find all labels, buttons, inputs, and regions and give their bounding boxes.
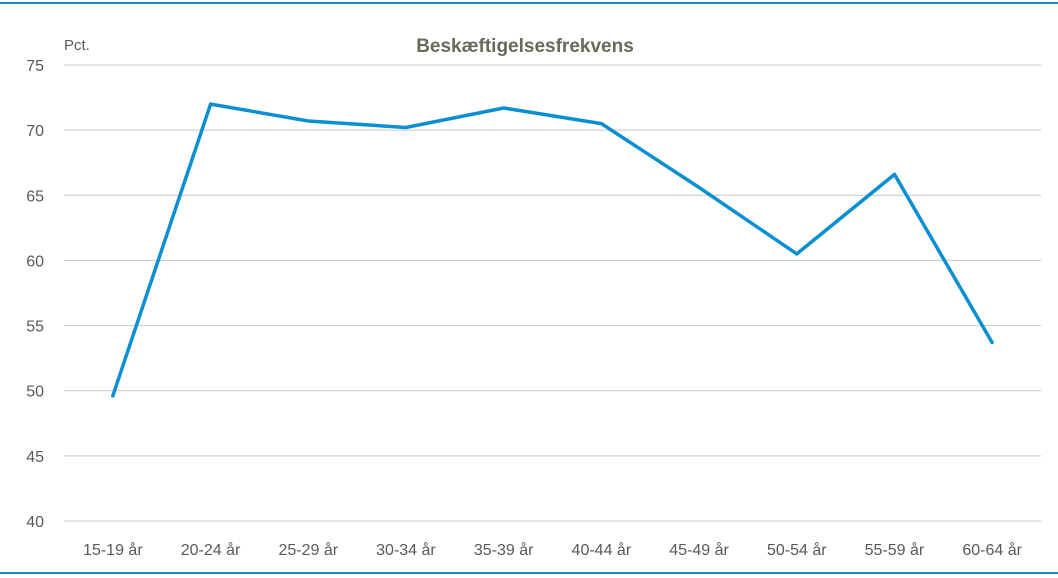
data-point <box>599 122 603 126</box>
y-axis-unit-label: Pct. <box>64 37 90 54</box>
y-tick-label: 75 <box>26 58 44 75</box>
chart-title: Beskæftigelsesfrekvens <box>416 36 634 57</box>
x-tick-label: 55-59 år <box>865 541 925 559</box>
x-tick-label: 15-19 år <box>83 541 143 559</box>
y-tick-label: 65 <box>26 188 44 205</box>
x-tick-label: 30-34 år <box>376 541 436 559</box>
x-tick-label: 45-49 år <box>669 541 729 559</box>
series-layer <box>111 102 994 398</box>
data-point <box>990 341 994 345</box>
gridlines <box>64 64 1041 522</box>
x-tick-label: 40-44 år <box>572 541 632 559</box>
data-point <box>404 126 408 130</box>
bottom-rule <box>0 572 1058 574</box>
x-axis-ticks: 15-19 år 20-24 år 25-29 år 30-34 år 35-39 år… <box>83 541 1023 559</box>
data-point <box>697 185 701 189</box>
x-tick-label: 25-29 år <box>278 541 338 559</box>
data-point <box>111 394 115 398</box>
y-tick-label: 70 <box>26 123 44 140</box>
x-tick-label: 20-24 år <box>181 541 241 559</box>
series-line <box>111 102 994 398</box>
y-tick-label: 55 <box>26 319 44 336</box>
x-tick-label: 35-39 år <box>474 541 534 559</box>
data-point <box>795 252 799 256</box>
top-rule <box>0 2 1058 4</box>
y-tick-label: 60 <box>26 253 44 270</box>
data-point <box>892 172 896 176</box>
x-tick-label: 50-54 år <box>767 541 827 559</box>
data-point <box>502 106 506 110</box>
data-point <box>306 119 310 123</box>
y-axis-ticks: 40 45 50 55 60 65 70 75 <box>26 58 44 531</box>
y-tick-label: 45 <box>26 449 44 466</box>
y-tick-label: 50 <box>26 384 44 401</box>
x-tick-label: 60-64 år <box>962 541 1022 559</box>
y-tick-label: 40 <box>26 514 44 531</box>
data-point <box>209 102 213 106</box>
